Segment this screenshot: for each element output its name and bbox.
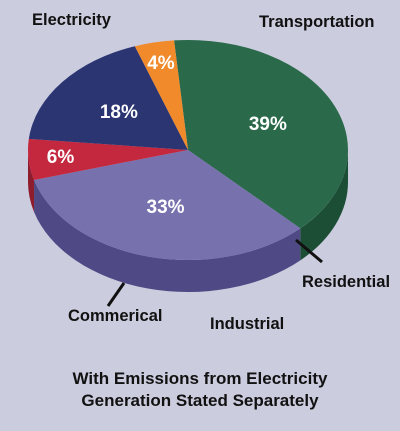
caption-line-1: With Emissions from Electricity [72,369,328,388]
category-label-transportation: Transportation [259,13,375,31]
pie-side-electricity [300,150,348,261]
pie-sides [28,150,348,293]
category-label-electricity: Electricity [32,11,111,29]
category-label-residential: Residential [302,273,391,291]
pie-side-transportation [34,179,301,293]
value-label-residential: 6% [46,146,75,168]
value-label-industrial: 18% [99,101,138,123]
pie-slice-electricity [174,39,348,229]
pie-slice-residential [27,138,188,180]
leader-line-residential [295,238,323,264]
value-label-commerical: 4% [147,52,175,74]
category-label-commerical: Commerical [68,307,163,325]
leader-lines [106,238,323,307]
caption-line-2: Generation Stated Separately [81,391,319,410]
chart-caption: With Emissions from Electricity Generati… [0,368,400,412]
pie-slice-transportation [34,150,301,260]
value-label-electricity: 39% [248,113,287,135]
pie-slice-commerical [134,40,188,151]
pie-tops [27,39,348,260]
leader-line-commerical [106,282,126,307]
pie-slice-industrial [28,46,188,150]
category-label-industrial: Industrial [210,315,285,333]
value-label-transportation: 33% [146,197,185,219]
pie-side-residential [28,150,35,212]
